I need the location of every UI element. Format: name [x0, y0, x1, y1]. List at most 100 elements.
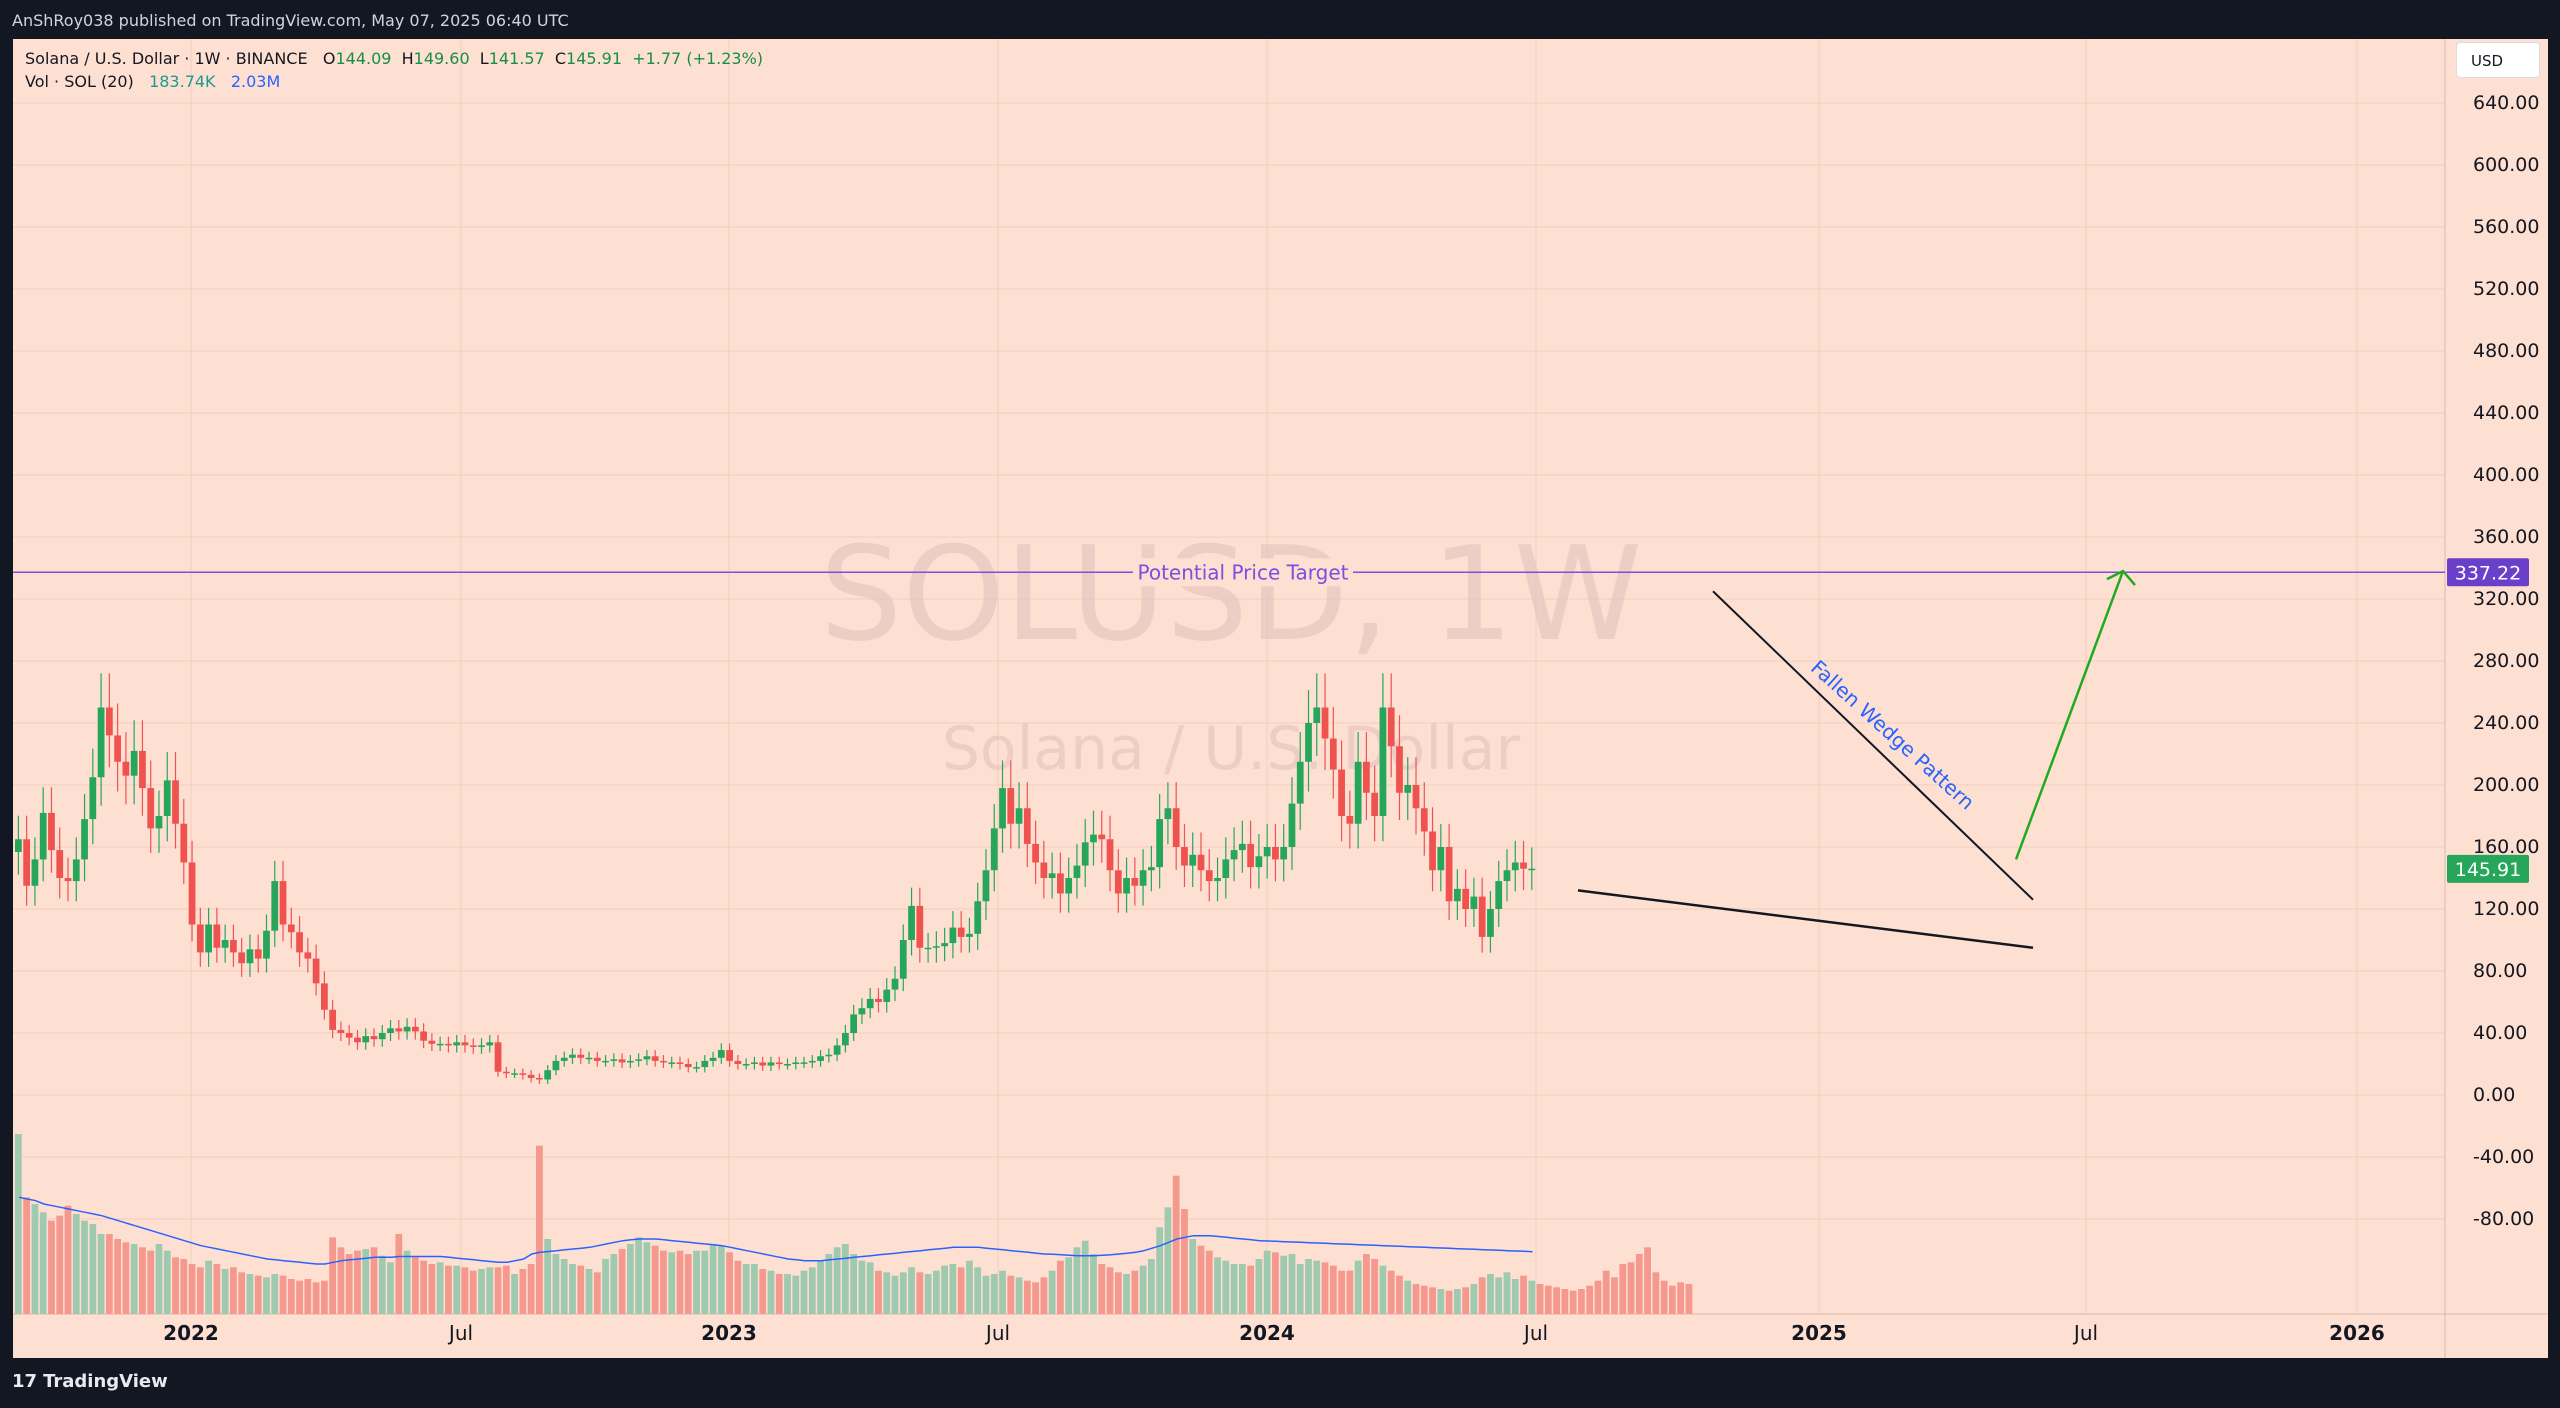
candles-group — [15, 673, 1536, 1084]
volume-bar — [775, 1274, 783, 1314]
candle-body — [916, 905, 924, 948]
volume-bar — [999, 1270, 1006, 1314]
volume-bar — [924, 1274, 932, 1314]
volume-bar — [1578, 1289, 1585, 1314]
volume-bar — [1346, 1270, 1354, 1314]
volume-legend: Vol · SOL (20) 183.74K 2.03M — [25, 72, 280, 91]
candle-body — [163, 780, 171, 816]
volume-bar — [1544, 1285, 1552, 1314]
volume-bar — [180, 1259, 188, 1314]
candle-body — [97, 707, 105, 778]
candle-body — [1412, 785, 1420, 809]
volume-bar — [833, 1247, 841, 1314]
candle-body — [1247, 843, 1254, 868]
candle-body — [205, 924, 212, 953]
candle-body — [172, 780, 179, 824]
volume-value: 183.74K — [149, 72, 216, 91]
candle-body — [15, 839, 22, 853]
tradingview-logo[interactable]: 17 TradingView — [12, 1371, 168, 1392]
candle-body — [23, 839, 31, 886]
volume-bar — [1189, 1239, 1197, 1314]
volume-bar — [478, 1269, 485, 1314]
y-tick-label: 160.00 — [2473, 836, 2539, 858]
volume-bar — [188, 1264, 196, 1314]
brand-name: TradingView — [43, 1371, 168, 1392]
candle-body — [1164, 808, 1172, 820]
candle-body — [221, 940, 229, 948]
x-tick-label: 2025 — [1791, 1321, 1847, 1345]
volume-bar — [1503, 1272, 1511, 1314]
candle-body — [825, 1054, 833, 1057]
y-tick-label: 560.00 — [2473, 216, 2539, 238]
volume-bar — [221, 1269, 229, 1314]
y-tick-label: 400.00 — [2473, 464, 2539, 486]
candle-body — [1230, 850, 1238, 860]
volume-bar — [858, 1260, 866, 1314]
volume-bar — [1660, 1280, 1668, 1314]
candle-body — [1404, 785, 1412, 793]
volume-bar — [1305, 1259, 1312, 1314]
volume-ma-line — [18, 1196, 1533, 1265]
volume-bar — [1147, 1259, 1155, 1314]
volume-bar — [990, 1274, 998, 1314]
candle-body — [866, 998, 874, 1009]
volume-bar — [536, 1145, 543, 1314]
x-tick-label: 2023 — [701, 1321, 757, 1345]
volume-bar — [660, 1250, 667, 1314]
y-tick-label: 440.00 — [2473, 402, 2539, 424]
volume-bar — [1081, 1240, 1089, 1314]
volume-bar — [362, 1249, 370, 1314]
candle-body — [72, 859, 80, 882]
currency-button[interactable]: USD — [2456, 42, 2540, 78]
volume-bar — [1511, 1279, 1519, 1314]
candle-body — [1263, 847, 1271, 857]
candle-body — [130, 750, 138, 776]
candle-body — [39, 812, 47, 860]
volume-bar — [246, 1274, 254, 1314]
volume-bar — [445, 1265, 452, 1314]
candle-body — [1329, 738, 1337, 770]
candle-body — [387, 1028, 394, 1033]
volume-bar — [1536, 1284, 1544, 1314]
candle-body — [891, 978, 899, 990]
candle-body — [742, 1064, 750, 1066]
volume-bar — [1553, 1287, 1560, 1314]
candle-body — [635, 1059, 643, 1061]
volume-ma-value: 2.03M — [230, 72, 281, 91]
candle-body — [1238, 843, 1246, 851]
volume-bar — [1181, 1209, 1188, 1314]
candle-body — [1106, 839, 1114, 871]
candle-body — [246, 949, 254, 964]
volume-group — [15, 1134, 1693, 1314]
candle-body — [924, 947, 932, 950]
volume-bar — [817, 1260, 824, 1314]
volume-bar — [1272, 1252, 1279, 1314]
volume-bar — [139, 1247, 146, 1314]
candle-body — [1305, 723, 1312, 762]
volume-bar — [31, 1204, 39, 1314]
volume-bar — [1230, 1264, 1238, 1314]
volume-bar — [1470, 1284, 1478, 1314]
candle-body — [1040, 862, 1048, 878]
chart-area[interactable]: 640.00 600.00 560.00 520.00 480.00 440.00 400.… — [13, 39, 2548, 1358]
candle-body — [626, 1060, 634, 1063]
candle-body — [660, 1060, 667, 1063]
y-tick-label: 320.00 — [2473, 588, 2539, 610]
volume-bar — [1569, 1290, 1577, 1314]
y-tick-label: -80.00 — [2473, 1208, 2534, 1230]
y-tick-label: 0.00 — [2473, 1084, 2515, 1106]
volume-bar — [48, 1220, 55, 1314]
candle-body — [883, 989, 891, 1002]
watermark-name: Solana / U.S. Dollar — [942, 714, 1521, 784]
candle-body — [287, 924, 295, 933]
y-tick-label: 360.00 — [2473, 526, 2539, 548]
volume-bar — [1263, 1250, 1271, 1314]
candle-body — [263, 930, 270, 959]
price-chart[interactable]: 640.00 600.00 560.00 520.00 480.00 440.00 400.… — [13, 39, 2548, 1358]
volume-bar — [1015, 1277, 1023, 1314]
candle-body — [800, 1062, 808, 1064]
volume-bar — [866, 1262, 874, 1314]
candle-body — [1371, 792, 1379, 816]
y-tick-label: 120.00 — [2473, 898, 2539, 920]
volume-bar — [734, 1260, 742, 1314]
